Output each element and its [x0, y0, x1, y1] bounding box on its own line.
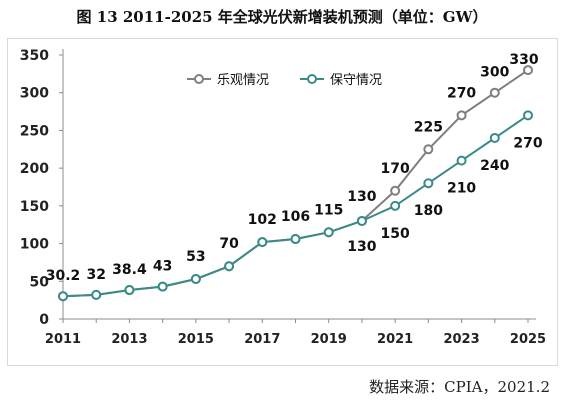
- y-tick-label: 100: [20, 237, 49, 253]
- data-point: [290, 234, 301, 245]
- data-label: 38.4: [112, 262, 147, 278]
- data-point: [323, 227, 334, 238]
- data-point: [124, 285, 135, 296]
- data-point: [456, 155, 467, 166]
- y-tick-label: 350: [20, 48, 49, 64]
- data-point: [91, 289, 102, 300]
- x-tick-label: 2017: [244, 332, 280, 347]
- data-label: 53: [186, 249, 205, 265]
- chart-frame: [7, 38, 558, 366]
- data-label: 43: [153, 259, 172, 275]
- data-label: 150: [381, 226, 410, 242]
- x-tick-label: 2025: [510, 332, 546, 347]
- y-tick-label: 50: [30, 274, 50, 290]
- data-label: 225: [414, 119, 443, 135]
- x-tick-label: 2013: [111, 332, 147, 347]
- x-tick-label: 2015: [178, 332, 214, 347]
- data-point: [489, 132, 500, 143]
- y-tick-label: 0: [39, 312, 49, 328]
- series-points: [58, 65, 533, 302]
- y-tick-label: 200: [20, 161, 49, 177]
- data-label: 130: [347, 239, 376, 255]
- data-label: 300: [480, 65, 509, 81]
- y-tick-label: 250: [20, 123, 49, 139]
- data-point: [58, 291, 68, 302]
- data-label: 210: [447, 181, 476, 197]
- data-label: 180: [414, 203, 443, 219]
- data-point: [390, 185, 401, 196]
- data-label: 330: [509, 52, 538, 68]
- source-note: 数据来源：CPIA，2021.2: [369, 378, 550, 396]
- x-tick-label: 2023: [443, 332, 479, 347]
- data-label: 70: [219, 236, 239, 252]
- data-label: 130: [347, 189, 376, 205]
- data-label: 115: [314, 202, 343, 218]
- data-label: 270: [513, 135, 542, 151]
- data-label: 170: [381, 161, 410, 177]
- data-point: [423, 144, 434, 155]
- chart-title: 图 13 2011-2025 年全球光伏新增装机预测（单位：GW）: [76, 8, 488, 26]
- x-tick-labels: 2011 2013 2015 2017 2019 2021 2023 2025: [45, 332, 546, 347]
- data-point: [489, 87, 500, 98]
- legend-label-1: 保守情况: [330, 73, 382, 88]
- legend-marker-1: [307, 74, 317, 84]
- data-point: [523, 65, 533, 76]
- data-label: 30.2: [46, 268, 81, 284]
- data-point: [257, 237, 268, 248]
- data-label: 32: [86, 267, 105, 283]
- axes: [59, 49, 536, 323]
- y-tick-labels: 0 50 100 150 200 250 300 350: [20, 48, 49, 328]
- legend-marker-0: [194, 74, 204, 84]
- data-label: 270: [447, 85, 476, 101]
- data-point: [456, 110, 467, 121]
- x-tick-label: 2019: [311, 332, 347, 347]
- data-point: [356, 215, 367, 226]
- data-point: [157, 281, 168, 292]
- data-point: [423, 178, 434, 189]
- y-tick-label: 150: [20, 199, 49, 215]
- legend-label-0: 乐观情况: [217, 73, 269, 88]
- data-point: [390, 200, 401, 211]
- data-point: [523, 110, 533, 121]
- data-label: 102: [248, 212, 277, 228]
- data-label: 106: [281, 209, 310, 225]
- legend: 乐观情况 保守情况: [187, 73, 382, 88]
- y-tick-label: 300: [20, 86, 49, 102]
- data-point: [224, 261, 235, 272]
- data-label: 240: [480, 158, 509, 174]
- x-tick-label: 2011: [45, 332, 81, 347]
- x-tick-label: 2021: [377, 332, 413, 347]
- data-point: [190, 274, 201, 285]
